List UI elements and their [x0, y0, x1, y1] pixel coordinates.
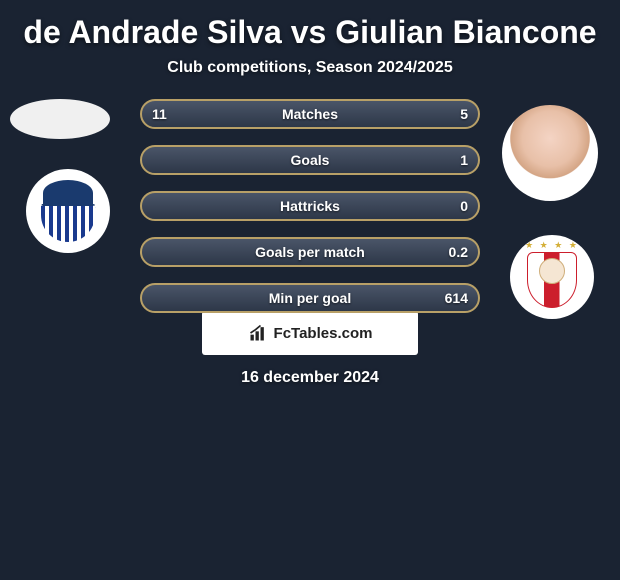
stat-label: Matches	[282, 106, 338, 122]
stat-right-value: 614	[445, 290, 468, 306]
stat-row: 11 Matches 5	[140, 99, 480, 129]
club-logo-right: ★ ★ ★ ★	[510, 235, 594, 319]
stat-row: Hattricks 0	[140, 191, 480, 221]
stat-label: Min per goal	[269, 290, 351, 306]
stat-right-value: 0	[460, 198, 468, 214]
stat-label: Hattricks	[280, 198, 340, 214]
stat-label: Goals per match	[255, 244, 365, 260]
subtitle: Club competitions, Season 2024/2025	[0, 59, 620, 77]
player-photo-left	[10, 99, 110, 139]
stats-column: 11 Matches 5 Goals 1 Hattricks 0 Goals p…	[140, 99, 480, 329]
stat-row: Min per goal 614	[140, 283, 480, 313]
stat-label: Goals	[291, 152, 330, 168]
stat-right-value: 0.2	[449, 244, 468, 260]
stat-right-value: 5	[460, 106, 468, 122]
stat-row: Goals per match 0.2	[140, 237, 480, 267]
club-right-stars: ★ ★ ★ ★	[517, 240, 587, 251]
stat-right-value: 1	[460, 152, 468, 168]
stat-left-value: 11	[152, 106, 167, 122]
player-photo-right	[502, 105, 598, 201]
stat-row: Goals 1	[140, 145, 480, 175]
date-line: 16 december 2024	[0, 369, 620, 387]
page-title: de Andrade Silva vs Giulian Biancone	[0, 0, 620, 59]
club-logo-left: Π.Α.Σ. ΛΑΜΙΑ 1964	[26, 169, 110, 253]
